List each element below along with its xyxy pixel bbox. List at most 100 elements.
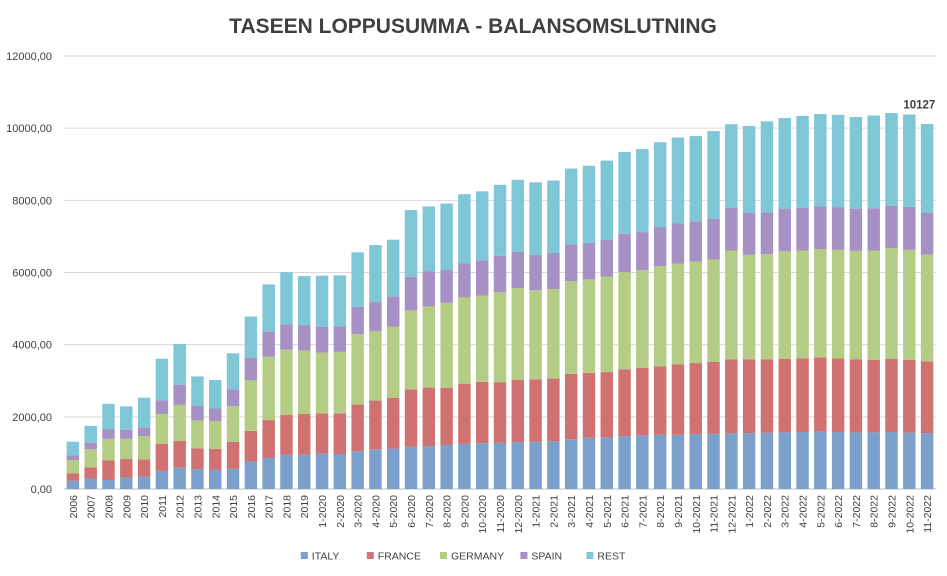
bar-segment-germany <box>831 249 845 359</box>
bar-segment-france <box>671 364 685 435</box>
bar-segment-italy <box>618 436 631 489</box>
legend-label-france: FRANCE <box>378 551 421 563</box>
bar-segment-italy <box>636 435 649 489</box>
bar-segment-france <box>280 415 293 455</box>
bar-segment-france <box>725 359 738 434</box>
bar-segment-italy <box>226 468 240 489</box>
bar-segment-france <box>298 413 311 455</box>
bar-segment-germany <box>653 266 667 367</box>
bar-segment-rest <box>493 184 507 256</box>
bar-segment-germany <box>849 250 863 360</box>
bar-segment-rest <box>903 114 916 207</box>
bar-segment-spain <box>226 389 240 407</box>
x-tick-label: 8-2022 <box>869 495 881 528</box>
bar-segment-france <box>831 358 845 432</box>
bar-segment-italy <box>315 453 329 489</box>
bar-segment-spain <box>885 205 898 248</box>
bar-segment-rest <box>298 276 311 325</box>
x-tick-label: 2009 <box>121 495 133 519</box>
bar-segment-rest <box>796 115 809 208</box>
y-tick-label: 0,00 <box>31 484 52 496</box>
bar-segment-france <box>618 369 631 437</box>
bar-segment-rest <box>725 124 738 208</box>
bar-segment-italy <box>244 461 258 489</box>
data-label: 10127 <box>903 99 935 111</box>
bar-segment-spain <box>582 242 596 280</box>
bar-segment-rest <box>582 165 596 243</box>
bar-segment-spain <box>778 208 791 252</box>
bar-segment-italy <box>493 442 507 489</box>
x-tick-label: 2013 <box>192 495 204 519</box>
bar-segment-rest <box>689 136 702 222</box>
bar-segment-france <box>262 420 275 458</box>
bar-segment-italy <box>778 432 791 489</box>
bar-segment-france <box>849 359 863 433</box>
x-tick-label: 2016 <box>246 495 258 519</box>
bar-segment-germany <box>280 349 293 416</box>
bar-segment-spain <box>903 206 916 250</box>
bar-segment-italy <box>351 451 364 489</box>
x-tick-label: 9-2020 <box>459 495 471 528</box>
bar-segment-germany <box>903 249 916 360</box>
bar-segment-spain <box>689 221 702 262</box>
bar-segment-france <box>244 430 258 462</box>
bar-segment-france <box>600 372 614 438</box>
bar-segment-france <box>689 363 702 435</box>
x-tick-label: 2015 <box>228 495 240 519</box>
bar-segment-germany <box>547 289 560 379</box>
bar-segment-italy <box>689 434 702 489</box>
bar-segment-france <box>778 358 791 433</box>
x-tick-label: 2011 <box>157 495 169 518</box>
bar-segment-rest <box>422 206 436 272</box>
bar-segment-france <box>102 460 115 480</box>
x-tick-label: 9-2022 <box>887 495 899 528</box>
bar-segment-spain <box>137 427 151 437</box>
bar-segment-rest <box>191 376 204 407</box>
bar-segment-germany <box>636 269 649 368</box>
bar-segment-spain <box>671 223 685 264</box>
bar-segment-germany <box>475 295 489 382</box>
bar-segment-france <box>529 379 542 442</box>
bar-segment-germany <box>529 290 542 380</box>
x-tick-label: 1-2022 <box>744 495 756 528</box>
bar-segment-rest <box>511 179 525 252</box>
legend-swatch-spain <box>520 552 528 559</box>
bar-segment-italy <box>564 439 578 489</box>
x-tick-label: 2-2022 <box>762 495 774 528</box>
bar-segment-spain <box>760 212 774 255</box>
bar-segment-germany <box>333 351 347 414</box>
bar-segment-germany <box>422 306 436 388</box>
bar-segment-germany <box>209 421 222 449</box>
bar-segment-rest <box>636 149 649 233</box>
bar-segment-rest <box>671 137 685 224</box>
legend-label-italy: ITALY <box>312 551 340 563</box>
bar-segment-france <box>636 367 649 436</box>
bar-segment-spain <box>707 218 720 260</box>
bar-segment-spain <box>547 253 560 290</box>
bar-segment-spain <box>814 206 827 250</box>
x-tick-label: 6-2021 <box>620 495 632 528</box>
bar-segment-france <box>796 358 809 432</box>
bar-segment-italy <box>600 437 614 489</box>
bar-segment-rest <box>369 245 382 303</box>
bar-segment-rest <box>831 114 845 208</box>
bar-segment-germany <box>689 261 702 364</box>
bar-segment-italy <box>582 437 596 489</box>
legend-label-rest: REST <box>597 551 626 563</box>
bar-segment-rest <box>280 272 293 325</box>
bar-segment-spain <box>386 296 400 327</box>
bar-segment-france <box>742 359 756 434</box>
bar-segment-italy <box>155 470 169 489</box>
bar-segment-italy <box>547 441 560 489</box>
bar-segment-italy <box>903 432 916 489</box>
x-tick-label: 11-2021 <box>709 495 721 533</box>
bar-segment-rest <box>102 403 115 430</box>
y-tick-label: 2000,00 <box>12 412 52 424</box>
x-tick-label: 2014 <box>210 495 222 519</box>
bar-segment-italy <box>102 479 115 489</box>
bar-segment-germany <box>867 250 880 360</box>
bar-segment-spain <box>742 212 756 255</box>
bar-segment-spain <box>84 442 97 450</box>
bar-segment-italy <box>707 433 720 489</box>
